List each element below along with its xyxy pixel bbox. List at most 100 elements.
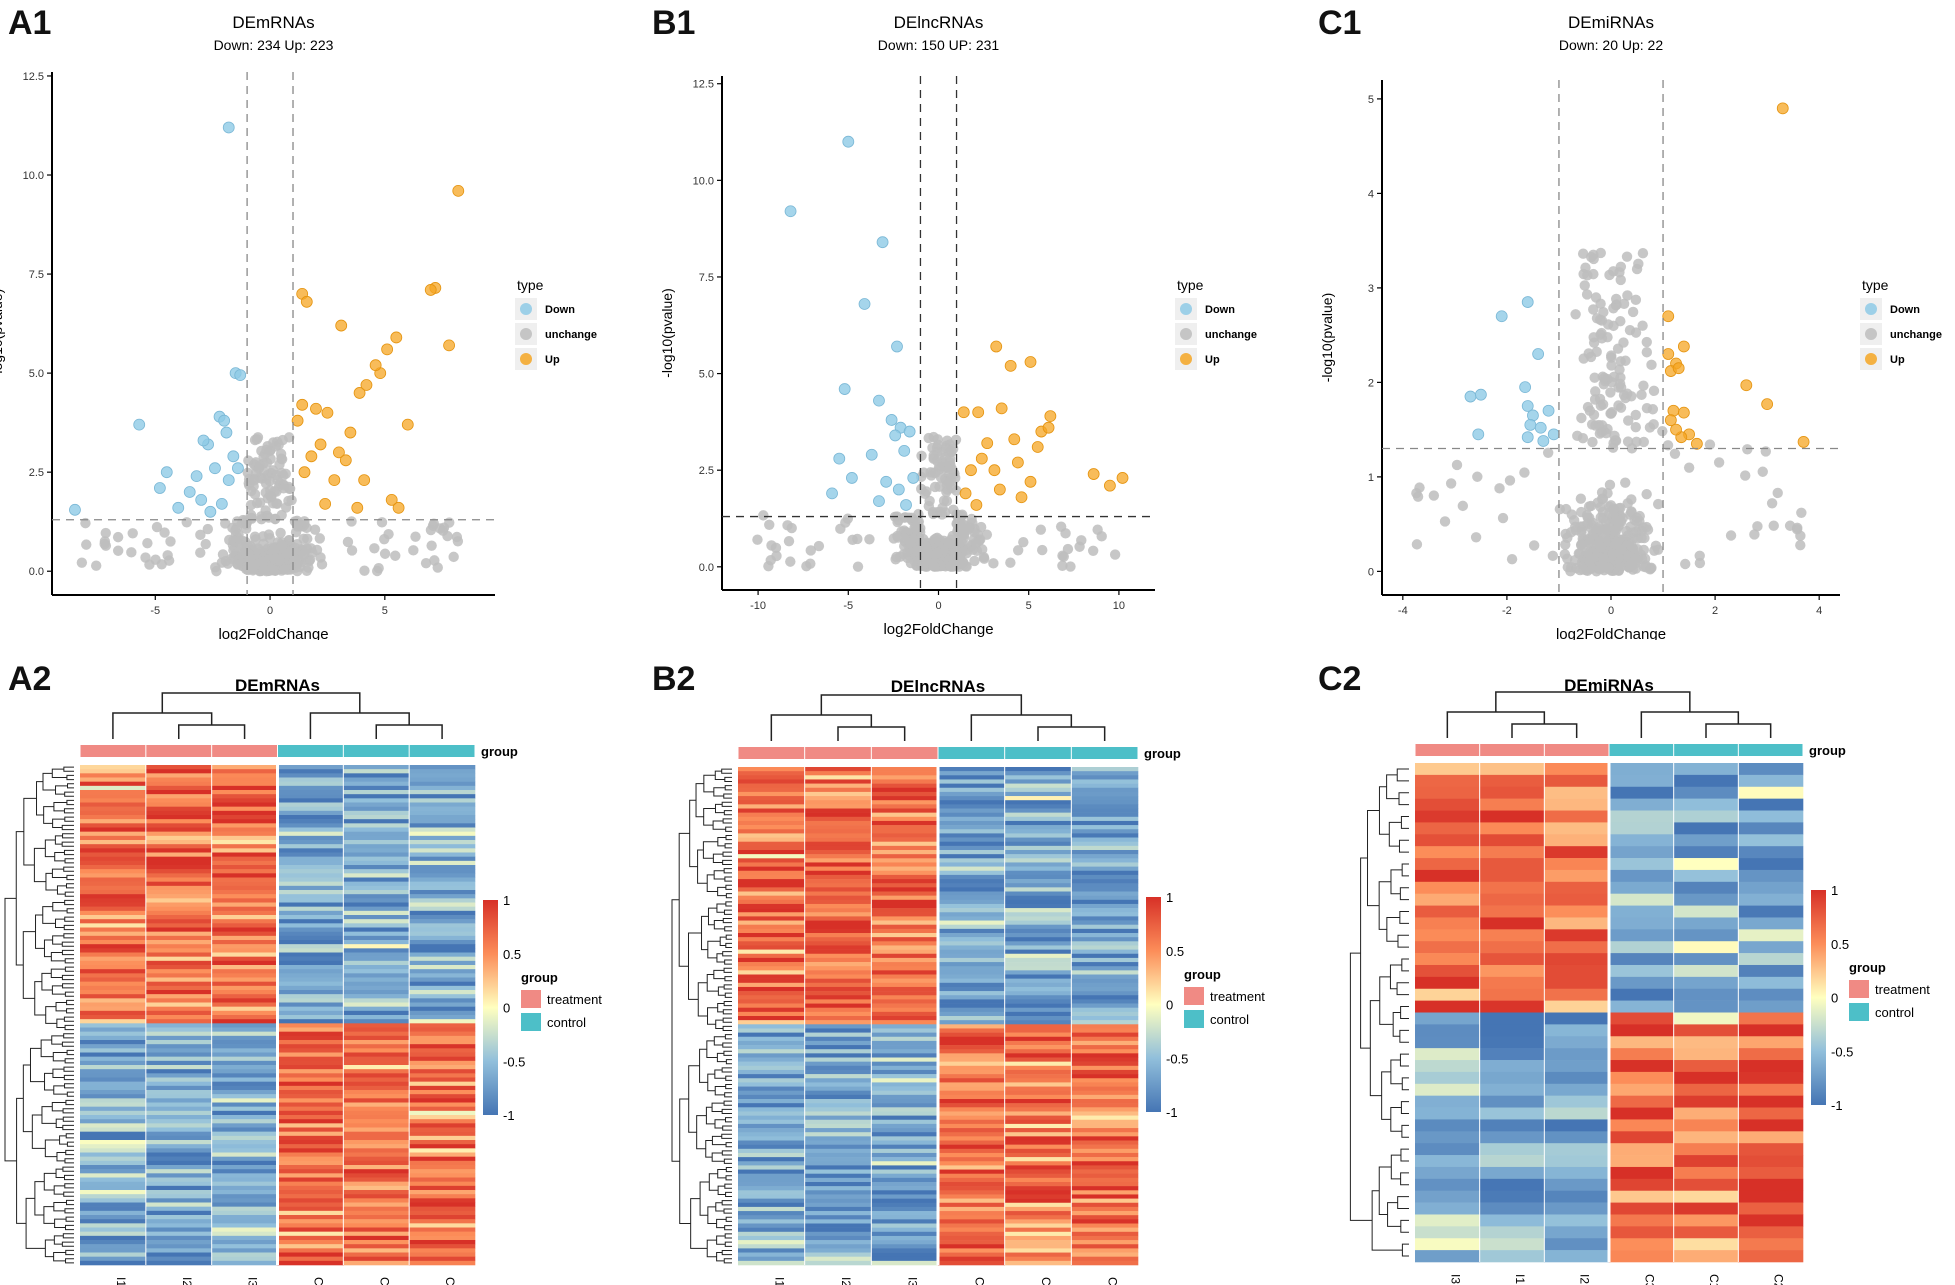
heatmap-cell [738, 1128, 805, 1133]
unchange-point [1611, 299, 1622, 310]
heatmap-cell [277, 890, 344, 895]
heatmap-cell [409, 1215, 476, 1220]
heatmap-cell [211, 956, 278, 962]
heatmap-cell [1415, 1012, 1480, 1025]
heatmap-cell [211, 1044, 278, 1049]
heatmap-cell [277, 994, 344, 999]
heatmap-cell [1479, 1048, 1545, 1061]
heatmap-cell [1004, 903, 1072, 909]
dendrogram-branch [61, 949, 74, 956]
heatmap-cell [145, 1206, 212, 1212]
heatmap-cell [738, 1140, 805, 1145]
dendrogram-branch [695, 783, 704, 818]
heatmap-cell [80, 785, 147, 791]
dendrogram-branch [65, 1133, 74, 1139]
heatmap-cell [1071, 1219, 1139, 1224]
unchange-point [852, 561, 864, 572]
heatmap-cell [277, 1181, 344, 1187]
heatmap-cell [1004, 1190, 1072, 1195]
heatmap-cell [409, 835, 476, 841]
heatmap-cell [1544, 929, 1610, 942]
unchange-point [420, 557, 432, 569]
heatmap-cell [938, 962, 1005, 967]
unchange-points [752, 431, 1121, 572]
unchange-point [1602, 562, 1614, 574]
dendrogram-branch [52, 818, 65, 828]
heatmap-cell [871, 779, 939, 784]
unchange-point [1568, 515, 1580, 526]
heatmap-cell [1004, 1186, 1072, 1191]
heatmap-cell [1479, 1060, 1545, 1073]
heatmap-cell [738, 1099, 805, 1104]
dendrogram-branch [61, 1241, 74, 1247]
heatmap-cell [343, 931, 410, 937]
unchange-point [1752, 521, 1763, 532]
unchange-point [770, 542, 782, 554]
heatmap-cell [938, 924, 1005, 930]
heatmap-cell [1738, 846, 1804, 859]
heatmap-cell [738, 879, 805, 884]
heatmap-cell [804, 775, 872, 780]
unchange-point [1588, 268, 1599, 280]
heatmap-cell [343, 831, 410, 837]
up-point [1044, 410, 1057, 422]
heatmap-cell [211, 1231, 278, 1237]
dendrogram-branch [697, 849, 708, 884]
heatmap-cell [211, 910, 278, 916]
heatmap-cell [409, 1065, 476, 1070]
dendrogram-branch [724, 1034, 732, 1040]
heatmap-cell [871, 800, 939, 805]
heatmap-cell [145, 1227, 212, 1232]
unchange-point [935, 472, 947, 483]
heatmap-cell [1479, 1000, 1545, 1013]
heatmap-cell [343, 869, 410, 874]
heatmap-cell [1738, 1131, 1804, 1144]
dendrogram-branch [724, 1183, 732, 1189]
heatmap-cell [1071, 1223, 1139, 1228]
heatmap-cell [804, 1248, 872, 1253]
heatmap-cell [1004, 791, 1072, 797]
heatmap-cell [1071, 916, 1139, 921]
heatmap-cell [1004, 800, 1072, 805]
heatmap-cell [1415, 1214, 1480, 1227]
heatmap-cell [211, 806, 278, 812]
heatmap-cell [343, 969, 410, 974]
up-point [1042, 421, 1055, 434]
heatmap-cell [804, 1186, 872, 1191]
heatmap-cell [409, 1102, 476, 1107]
heatmap-cell [277, 1069, 344, 1074]
heatmap-cell [343, 769, 410, 774]
dendrogram-branch [725, 942, 732, 949]
up-point [1670, 423, 1682, 436]
group-bar-cell [343, 745, 409, 757]
unchange-point [1615, 561, 1626, 572]
group-legend-title: group [1849, 960, 1886, 975]
heatmap-cell [145, 1056, 212, 1062]
dendrogram-branch [34, 1181, 45, 1216]
heatmap-cell [1004, 874, 1072, 880]
group-bar-label: group [1809, 743, 1846, 758]
heatmap-cell [738, 874, 805, 880]
heatmap-cell [409, 1110, 476, 1116]
heatmap-cell [277, 1006, 344, 1012]
dendrogram-branch [22, 931, 36, 999]
down-point [842, 135, 855, 148]
dendrogram-branch [723, 1000, 732, 1007]
heatmap-cell [1004, 1094, 1072, 1100]
dendrogram-branch [51, 985, 66, 995]
up-point [452, 184, 465, 197]
heatmap-cell [1071, 1065, 1139, 1071]
heatmap-cell [1071, 1057, 1139, 1062]
unchange-point [1497, 512, 1509, 524]
heatmap-cell [277, 1106, 344, 1112]
heatmap-cell [804, 825, 872, 830]
heatmap-cell [938, 825, 1005, 830]
heatmap-cell [804, 858, 872, 863]
heatmap-cell [738, 974, 805, 979]
heatmap-cell [938, 953, 1005, 959]
heatmap-cell [80, 881, 147, 887]
unchange-point [1578, 353, 1589, 364]
heatmap-cell [145, 1019, 212, 1024]
heatmap-cell [145, 1144, 212, 1149]
